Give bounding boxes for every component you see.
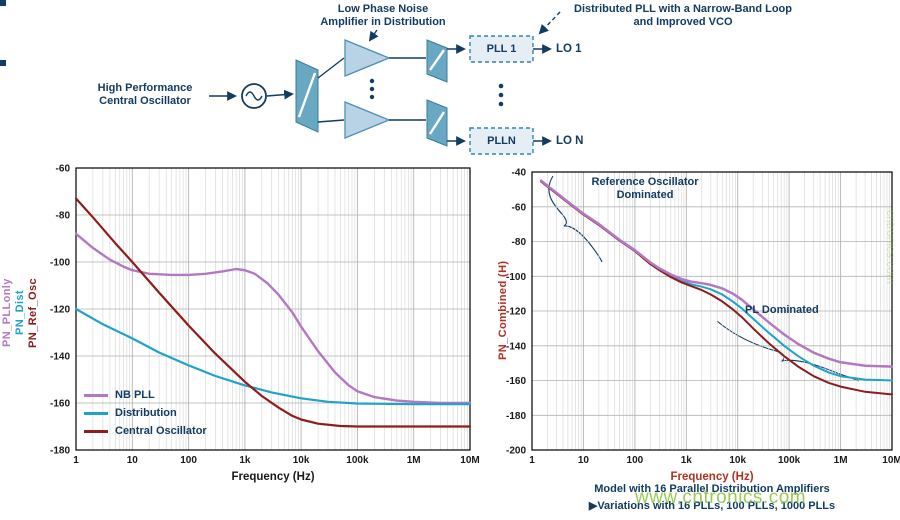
block-diagram [209, 11, 561, 155]
x-tick-label: 100k [346, 455, 369, 466]
y-tick-label: -140 [506, 341, 526, 352]
splitter-stripe [428, 111, 446, 135]
splitter-stripe [429, 49, 445, 71]
edge-artifact [0, 60, 6, 66]
y-tick-label: -160 [506, 376, 526, 387]
watermark-side-text: cntronics.com [884, 210, 898, 285]
x-axis-label: Frequency (Hz) [670, 471, 753, 483]
x-tick-label: 100 [180, 455, 197, 466]
x-tick-label: 1k [681, 455, 693, 466]
amplifier-icon-bottom [344, 101, 391, 139]
splitter-stripe [297, 72, 317, 118]
x-tick-label: 100 [627, 455, 644, 466]
y-tick-label: -60 [512, 202, 527, 213]
legend-item: Distribution [84, 404, 207, 422]
pll1-label: PLL 1 [486, 43, 517, 55]
series-line [539, 179, 894, 368]
y-tick-label: -40 [512, 168, 527, 179]
x-tick-label: 100k [778, 455, 801, 466]
plot-border [531, 171, 893, 451]
annotation-pl-dominated: PL Dominated [745, 304, 819, 316]
y-tick-label: -80 [56, 211, 71, 222]
ellipsis-dot [498, 83, 504, 89]
x-tick-label: 1M [834, 455, 848, 466]
y-axis-label-pn-combined: PN_Combined (H) [497, 260, 509, 361]
x-tick-label: 10 [578, 455, 590, 466]
x-tick-label: 1 [529, 455, 535, 466]
amp-distribution-label: Low Phase Noise Amplifier in Distributio… [320, 3, 446, 28]
ellipsis-dot [498, 92, 504, 98]
brace-pl-dominated [716, 320, 860, 382]
footer-model-note: Model with 16 Parallel Distribution Ampl… [594, 483, 830, 495]
legend-swatch [84, 411, 108, 415]
distributed-pll-label: Distributed PLL with a Narrow-Band Loop … [574, 3, 792, 28]
y-tick-label: -180 [506, 411, 526, 422]
x-tick-label: 1 [73, 455, 79, 466]
chart-legend: NB PLL Distribution Central Oscillator [84, 386, 207, 440]
x-tick-label: 1M [407, 455, 421, 466]
arrow-osc-splitter [266, 89, 294, 100]
series-line [540, 179, 893, 382]
series-line [74, 232, 472, 405]
legend-label: Distribution [115, 407, 177, 419]
y-axis-label-pn-ref-osc: PN_Ref_Osc [27, 277, 39, 349]
x-tick-label: 1k [239, 455, 251, 466]
y-tick-label: -140 [50, 352, 70, 363]
lo1-label: LO 1 [556, 43, 582, 55]
phase-noise-chart-left: 1 10 100 1k 10k 100k 1M 10M -60 -80 -100 -120 -140 -1… [50, 164, 480, 484]
y-axis-label-pn-pllonly: PN_PLLonly [1, 278, 13, 348]
arrow-amp-callout [368, 29, 379, 42]
x-tick-label: 10 [127, 455, 139, 466]
series-line [74, 307, 472, 406]
brace-reference-oscillator [548, 175, 603, 263]
y-axis-label-pn-dist: PN_Dist [14, 290, 26, 336]
y-tick-label: -120 [50, 305, 70, 316]
y-tick-label: -60 [56, 164, 71, 175]
y-tick-label: -180 [50, 446, 70, 457]
legend-label: Central Oscillator [115, 425, 207, 437]
ellipsis-dot [369, 94, 375, 100]
legend-swatch [84, 429, 108, 433]
y-tick-label: -100 [50, 258, 70, 269]
series-line [74, 197, 472, 428]
phase-noise-chart-right: 1 10 100 1k 10k 100k 1M 10M -40 -60 -80 -100 -120 -14… [506, 168, 900, 484]
x-axis-label: Frequency (Hz) [231, 471, 314, 483]
legend-label: NB PLL [115, 389, 155, 401]
lon-label: LO N [556, 135, 584, 147]
legend-swatch [84, 393, 108, 397]
legend-item: NB PLL [84, 386, 207, 404]
pll1-box [469, 35, 534, 63]
y-tick-label: -200 [506, 446, 526, 457]
ellipsis-dot [369, 86, 375, 92]
watermark-text: www.cntronics.com [635, 487, 807, 508]
legend-item: Central Oscillator [84, 422, 207, 440]
y-tick-label: -100 [506, 272, 526, 283]
plln-box [469, 127, 534, 155]
plln-label: PLLN [487, 135, 516, 147]
y-tick-label: -80 [512, 237, 527, 248]
amplifier-icon-top [344, 39, 391, 77]
y-tick-label: -120 [506, 307, 526, 318]
x-tick-label: 10k [729, 455, 746, 466]
arrow-pll-callout [538, 11, 561, 35]
footer-variations-note: ▶Variations with 16 PLLs, 100 PLLs, 1000… [588, 500, 836, 512]
ellipsis-dot [498, 101, 504, 107]
corner-artifact [0, 0, 6, 6]
connector-bottom [317, 119, 345, 123]
connector-top [317, 57, 345, 79]
annotation-reference-oscillator-dominated: Reference Oscillator Dominated [591, 176, 699, 201]
x-tick-label: 10M [460, 455, 479, 466]
ellipsis-dot [369, 78, 375, 84]
central-oscillator-label: High Performance Central Oscillator [97, 82, 193, 107]
y-tick-label: -160 [50, 399, 70, 410]
x-tick-label: 10M [882, 455, 900, 466]
sine-wave-icon [245, 91, 263, 101]
x-tick-label: 10k [293, 455, 310, 466]
